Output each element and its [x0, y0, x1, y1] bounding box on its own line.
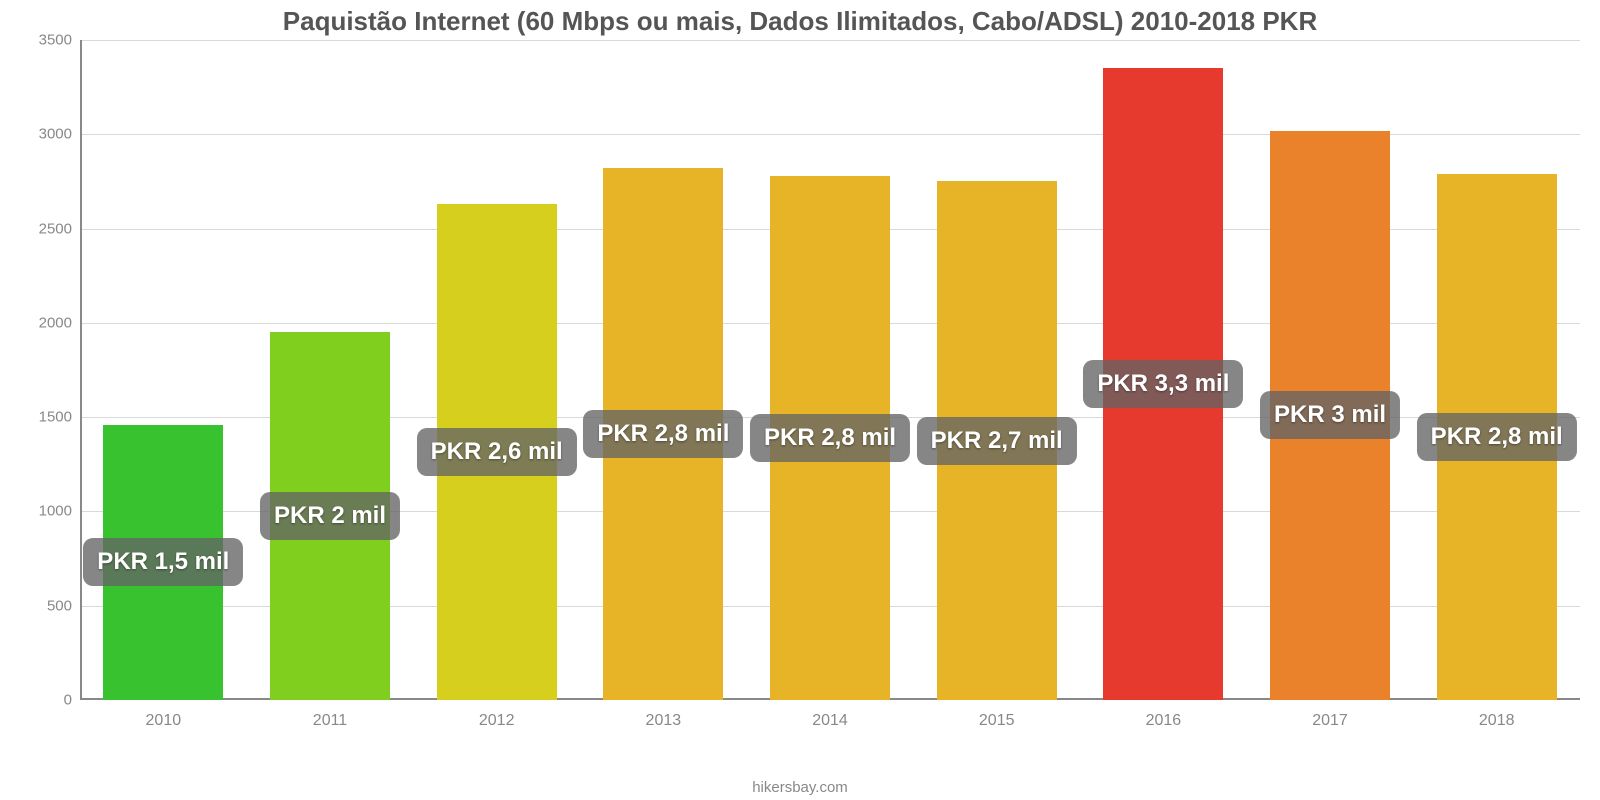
bar-slot: PKR 2 mil — [247, 40, 414, 700]
y-axis-label: 2000 — [39, 314, 82, 331]
bar-slot: PKR 2,6 mil — [413, 40, 580, 700]
x-axis-label: 2018 — [1413, 702, 1580, 730]
bar: PKR 2,8 mil — [603, 168, 723, 700]
value-badge: PKR 2 mil — [260, 492, 400, 540]
bar-slot: PKR 2,8 mil — [747, 40, 914, 700]
bar-slot: PKR 2,8 mil — [1413, 40, 1580, 700]
x-axis-label: 2012 — [413, 702, 580, 730]
y-axis-label: 3500 — [39, 32, 82, 49]
value-badge: PKR 2,7 mil — [917, 417, 1077, 465]
x-axis-label: 2017 — [1247, 702, 1414, 730]
value-badge: PKR 2,6 mil — [417, 428, 577, 476]
bar: PKR 2,7 mil — [937, 181, 1057, 700]
value-badge: PKR 2,8 mil — [750, 414, 910, 462]
x-axis-labels: 201020112012201320142015201620172018 — [80, 702, 1580, 730]
bar: PKR 2,8 mil — [1437, 174, 1557, 700]
value-badge: PKR 1,5 mil — [83, 538, 243, 586]
bar: PKR 2 mil — [270, 332, 390, 700]
bar-slot: PKR 3 mil — [1247, 40, 1414, 700]
x-axis-label: 2016 — [1080, 702, 1247, 730]
y-axis-label: 500 — [47, 597, 82, 614]
y-axis-label: 1500 — [39, 409, 82, 426]
bar-slot: PKR 2,8 mil — [580, 40, 747, 700]
x-axis-label: 2014 — [747, 702, 914, 730]
chart-container: Paquistão Internet (60 Mbps ou mais, Dad… — [0, 0, 1600, 800]
value-badge: PKR 3,3 mil — [1083, 360, 1243, 408]
bar-slot: PKR 2,7 mil — [913, 40, 1080, 700]
value-badge: PKR 2,8 mil — [1417, 413, 1577, 461]
x-axis-label: 2015 — [913, 702, 1080, 730]
bars-area: PKR 1,5 milPKR 2 milPKR 2,6 milPKR 2,8 m… — [80, 40, 1580, 700]
value-badge: PKR 3 mil — [1260, 391, 1400, 439]
bar: PKR 1,5 mil — [103, 425, 223, 700]
bar: PKR 3,3 mil — [1103, 68, 1223, 700]
x-axis-label: 2013 — [580, 702, 747, 730]
y-axis-label: 1000 — [39, 503, 82, 520]
chart-title: Paquistão Internet (60 Mbps ou mais, Dad… — [0, 6, 1600, 37]
bar-slot: PKR 3,3 mil — [1080, 40, 1247, 700]
bar-slot: PKR 1,5 mil — [80, 40, 247, 700]
plot-area: 0500100015002000250030003500 PKR 1,5 mil… — [80, 40, 1580, 740]
y-axis-label: 2500 — [39, 220, 82, 237]
x-axis-label: 2011 — [247, 702, 414, 730]
bar: PKR 2,8 mil — [770, 176, 890, 700]
value-badge: PKR 2,8 mil — [583, 410, 743, 458]
y-axis-label: 3000 — [39, 126, 82, 143]
bar: PKR 2,6 mil — [437, 204, 557, 700]
bar: PKR 3 mil — [1270, 131, 1390, 700]
chart-footer: hikersbay.com — [0, 779, 1600, 796]
x-axis-label: 2010 — [80, 702, 247, 730]
